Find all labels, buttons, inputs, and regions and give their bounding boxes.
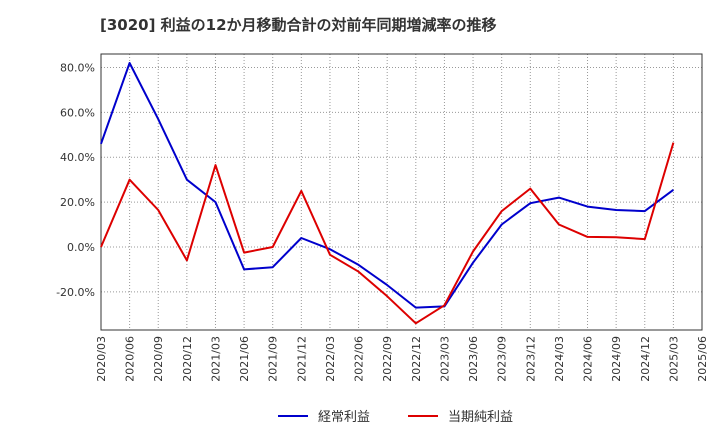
- legend: 経常利益 当期純利益: [278, 410, 513, 425]
- x-tick-label: 2022/09: [381, 336, 394, 382]
- x-tick-label: 2021/06: [238, 336, 251, 382]
- x-tick-label: 2020/09: [152, 336, 165, 382]
- plot-area: [101, 54, 702, 330]
- series: [100, 62, 675, 325]
- x-tick-label: 2022/03: [324, 336, 337, 382]
- x-tick-label: 2021/03: [209, 336, 222, 382]
- x-tick-label: 2023/09: [496, 336, 509, 382]
- x-tick-label: 2024/09: [610, 336, 623, 382]
- x-tick-label: 2020/12: [181, 336, 194, 382]
- x-tick-label: 2022/12: [410, 336, 423, 382]
- x-tick-label: 2021/09: [267, 336, 280, 382]
- plot-border: [100, 53, 703, 331]
- series-line-2: [100, 142, 675, 325]
- legend-label-1: 経常利益: [318, 410, 370, 425]
- x-tick-label: 2024/12: [639, 336, 652, 382]
- x-tick-label: 2020/06: [124, 336, 137, 382]
- y-tick-label: 20.0%: [60, 196, 95, 209]
- x-tick-label: 2025/03: [667, 336, 680, 382]
- x-tick-label: 2023/06: [467, 336, 480, 382]
- y-tick-label: 80.0%: [60, 61, 95, 74]
- y-axis-ticks: -20.0% 0.0% 20.0% 40.0% 60.0% 80.0%: [56, 61, 95, 298]
- y-tick-label: -20.0%: [56, 286, 95, 299]
- y-tick-label: 60.0%: [60, 106, 95, 119]
- x-tick-label: 2023/12: [524, 336, 537, 382]
- x-tick-label: 2024/03: [553, 336, 566, 382]
- x-axis-ticks: 2020/03 2020/06 2020/09 2020/12 2021/03 2021/…: [95, 336, 709, 382]
- grid: [100, 54, 703, 330]
- x-tick-label: 2021/12: [295, 336, 308, 382]
- x-tick-label: 2025/06: [696, 336, 709, 382]
- legend-label-2: 当期純利益: [448, 410, 513, 425]
- y-tick-label: 0.0%: [67, 241, 95, 254]
- x-tick-label: 2024/06: [582, 336, 595, 382]
- chart-title: [3020] 利益の12か月移動合計の対前年同期増減率の推移: [100, 16, 497, 34]
- x-tick-label: 2020/03: [95, 336, 108, 382]
- x-tick-label: 2022/06: [353, 336, 366, 382]
- x-tick-label: 2023/03: [438, 336, 451, 382]
- series-line-1: [100, 62, 674, 309]
- y-tick-label: 40.0%: [60, 151, 95, 164]
